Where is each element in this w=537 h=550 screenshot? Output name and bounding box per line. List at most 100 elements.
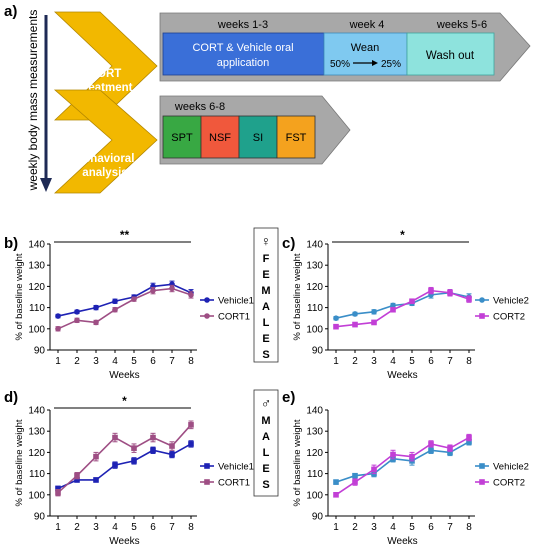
y-axis-label: % of baseline weight [292, 253, 303, 340]
box-wash-out-label: Wash out [426, 50, 475, 62]
data-point [112, 306, 118, 313]
data-point [428, 441, 434, 447]
legend-marker [479, 313, 485, 319]
step1-label-line1: CORT [89, 68, 122, 80]
box-wean-50: 50% [330, 59, 350, 70]
x-axis-label: Weeks [109, 370, 139, 381]
x-tick-label: 4 [390, 356, 396, 367]
panel-label-e: e) [282, 389, 295, 406]
side-label: weekly body mass measurements [26, 10, 40, 192]
x-tick-label: 1 [55, 356, 61, 367]
panel-label-b: b) [4, 235, 18, 252]
legend-label: Vehicle1 [218, 462, 254, 473]
legend-label: CORT2 [493, 312, 525, 323]
legend-label: Vehicle1 [218, 296, 254, 307]
y-axis-label: % of baseline weight [14, 253, 25, 340]
box-wean [323, 32, 408, 76]
wean-arrow-head [372, 60, 378, 66]
data-point [74, 477, 80, 483]
data-point [55, 489, 61, 496]
step2-chevron [53, 89, 158, 194]
data-point [333, 479, 339, 485]
data-point [150, 434, 156, 441]
timeline2-header: weeks 6-8 [174, 101, 225, 113]
x-tick-label: 7 [447, 356, 453, 367]
test-label-spt: SPT [171, 132, 193, 144]
x-tick-label: 8 [466, 356, 472, 367]
data-point [447, 445, 453, 451]
data-point [466, 439, 472, 445]
data-point [352, 311, 358, 317]
females-box [253, 227, 279, 363]
data-point [428, 287, 434, 294]
y-tick-label: 120 [306, 282, 323, 293]
y-tick-label: 120 [28, 282, 45, 293]
legend-marker [479, 479, 485, 485]
data-point [447, 289, 453, 296]
x-tick-label: 7 [169, 356, 175, 367]
data-point [93, 304, 99, 311]
data-point [93, 477, 99, 483]
box-wean-line1: Wean [351, 42, 380, 54]
sex-letter: S [262, 479, 269, 491]
series-line-vehicle1 [57, 443, 192, 490]
data-point [188, 441, 194, 447]
data-point [150, 287, 156, 294]
test-box-si [238, 115, 278, 159]
behavior-tests: SPT NSF SI FST [162, 115, 316, 159]
y-tick-label: 100 [28, 324, 45, 335]
sex-letter: A [262, 301, 270, 313]
significance-label: * [122, 394, 127, 408]
y-tick-label: 90 [34, 512, 46, 523]
males-box [253, 389, 279, 497]
data-point [371, 319, 377, 326]
data-point [169, 443, 175, 449]
test-box-fst [276, 115, 316, 159]
box-cort-vehicle-line2: application [217, 57, 270, 69]
y-tick-label: 110 [29, 469, 45, 480]
step2-label-line1: Behavioral [76, 153, 135, 165]
test-label-nsf: NSF [209, 132, 231, 144]
legend-label: Vehicle2 [493, 296, 529, 307]
y-tick-label: 100 [28, 490, 45, 501]
x-tick-label: 5 [409, 356, 415, 367]
data-point [447, 449, 453, 456]
sex-letter: A [262, 431, 270, 443]
timeline1-header-3: weeks 5-6 [436, 19, 487, 31]
x-tick-label: 5 [409, 522, 415, 533]
timeline1-header-1: weeks 1-3 [217, 19, 268, 31]
x-tick-label: 4 [112, 522, 118, 533]
data-point [409, 298, 415, 305]
legend-label: CORT1 [218, 478, 250, 489]
legend-marker [479, 297, 485, 303]
x-tick-label: 7 [447, 522, 453, 533]
data-point [112, 462, 118, 468]
sex-letter: E [262, 463, 269, 475]
x-tick-label: 3 [371, 356, 377, 367]
y-axis-label: % of baseline weight [14, 419, 25, 506]
data-point [333, 323, 339, 330]
data-point [150, 447, 156, 454]
data-point [93, 453, 99, 460]
x-tick-label: 2 [352, 356, 358, 367]
data-point [131, 296, 137, 302]
chart-e: 90 100 110 120 130 140 1 2 3 4 5 6 7 8 Weeks % of basel… [292, 406, 529, 548]
timeline1-header-2: week 4 [349, 19, 385, 31]
x-tick-label: 6 [428, 522, 434, 533]
sex-letter: S [262, 349, 269, 361]
data-point [55, 485, 61, 492]
y-tick-label: 130 [28, 427, 45, 438]
box-wash-out [406, 32, 495, 76]
series-line-cort2 [335, 289, 470, 328]
data-point [409, 453, 415, 460]
x-tick-label: 8 [466, 522, 472, 533]
y-tick-label: 110 [307, 303, 323, 314]
x-tick-label: 3 [371, 522, 377, 533]
sex-letter: L [263, 317, 270, 329]
box-cort-vehicle [162, 32, 325, 76]
x-axis-label: Weeks [387, 536, 417, 547]
data-point [74, 317, 80, 324]
x-tick-label: 6 [428, 356, 434, 367]
